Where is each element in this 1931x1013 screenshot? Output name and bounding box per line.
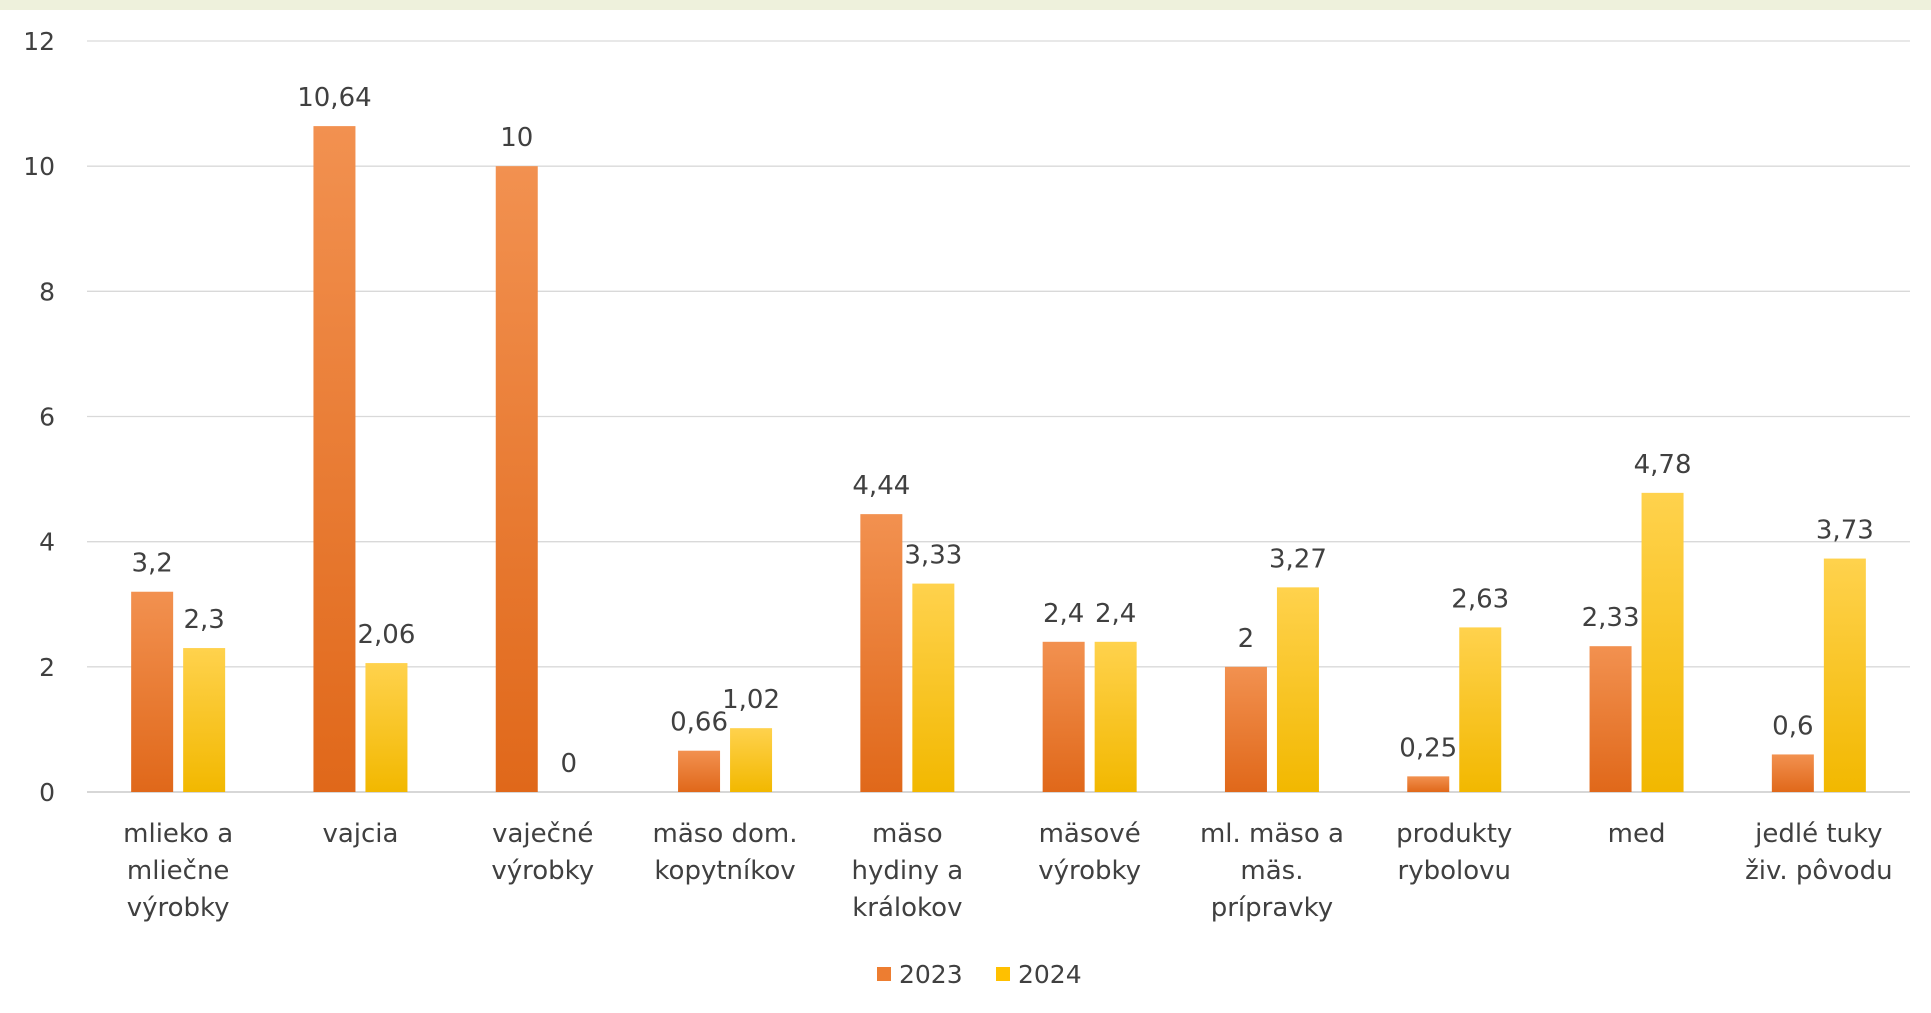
legend-swatch-2023 (877, 967, 891, 981)
bar-2024 (730, 728, 773, 792)
x-category-label: vajcia (322, 819, 398, 849)
data-label-2024: 2,06 (358, 620, 416, 650)
bar-2024 (1276, 587, 1319, 792)
x-category-label: vaječné výrobky (491, 819, 594, 886)
y-tick-label: 8 (39, 277, 55, 306)
data-label-2024: 3,27 (1269, 544, 1327, 574)
data-label-2023: 2 (1238, 624, 1255, 654)
data-label-2023: 3,2 (131, 549, 172, 579)
data-labels: 3,2 2,3 10,64 2,06 10 0 0,661,02 4,44 3,33 2,4 2,4… (131, 83, 1873, 779)
data-label-2024: 2,4 (1095, 599, 1136, 629)
data-label-2024: 3,33 (904, 541, 962, 571)
data-label-2023: 0,25 (1399, 733, 1457, 763)
bar-2024 (1094, 641, 1137, 792)
y-tick-label: 12 (23, 27, 55, 56)
y-axis: 0 2 4 6 8 10 12 (23, 27, 55, 807)
data-label-2023: 10,64 (297, 83, 371, 113)
x-category-label: jedlé tuky živ. pôvodu (1745, 819, 1892, 886)
y-tick-label: 4 (39, 528, 55, 557)
y-tick-label: 2 (39, 653, 55, 682)
bar-2024 (365, 663, 408, 792)
data-label-2023: 10 (500, 123, 533, 153)
bar-2023 (495, 166, 538, 792)
bars (131, 126, 1866, 793)
bar-2023 (1589, 646, 1632, 792)
bar-2023 (678, 750, 721, 792)
data-label-2024: 4,78 (1634, 450, 1692, 480)
y-tick-label: 6 (39, 403, 55, 432)
data-label-2023: 2,4 (1043, 599, 1084, 629)
data-label-2024: 3,73 (1816, 516, 1874, 546)
legend-label-2023: 2023 (899, 960, 963, 989)
x-category-label: mäso dom. kopytníkov (653, 819, 798, 886)
x-category-label: mäsové výrobky (1038, 819, 1141, 886)
bar-2024 (1641, 492, 1684, 792)
legend: 2023 2024 (877, 960, 1082, 989)
data-label-2024: 2,3 (183, 605, 224, 635)
data-label-2023: 0,66 (670, 708, 728, 738)
data-label-2024: 2,63 (1451, 584, 1509, 614)
x-category-label: ml. mäso a mäs. prípravky (1200, 819, 1344, 923)
bar-2023 (1771, 754, 1814, 792)
bar-2023 (1407, 776, 1450, 792)
bar-2023 (1224, 666, 1267, 792)
bar-2023 (131, 591, 174, 792)
top-band (0, 0, 1931, 10)
bar-2023 (1042, 641, 1085, 792)
x-category-label: mlieko a mliečne výrobky (123, 819, 233, 923)
x-category-label: mäso hydiny a králokov (852, 819, 964, 923)
bar-2024 (912, 583, 955, 792)
gridlines (87, 40, 1910, 793)
x-category-label: produkty rybolovu (1396, 819, 1512, 886)
x-axis: mlieko a mliečne výrobky vajcia vaječné výrob… (123, 819, 1892, 923)
data-label-2023: 4,44 (852, 471, 910, 501)
data-label-2023: 0,6 (1772, 711, 1813, 741)
x-category-label: med (1608, 819, 1666, 849)
data-label-2024: 1,02 (722, 685, 780, 715)
bar-2023 (313, 126, 356, 792)
bar-2024 (1459, 627, 1502, 792)
bar-2023 (860, 514, 903, 792)
bar-2024 (1823, 558, 1866, 792)
legend-label-2024: 2024 (1018, 960, 1082, 989)
data-label-2023: 2,33 (1582, 603, 1640, 633)
y-tick-label: 0 (39, 778, 55, 807)
data-label-2024: 0 (560, 749, 577, 779)
legend-swatch-2024 (996, 967, 1010, 981)
bar-2024 (183, 648, 226, 792)
y-tick-label: 10 (23, 152, 55, 181)
